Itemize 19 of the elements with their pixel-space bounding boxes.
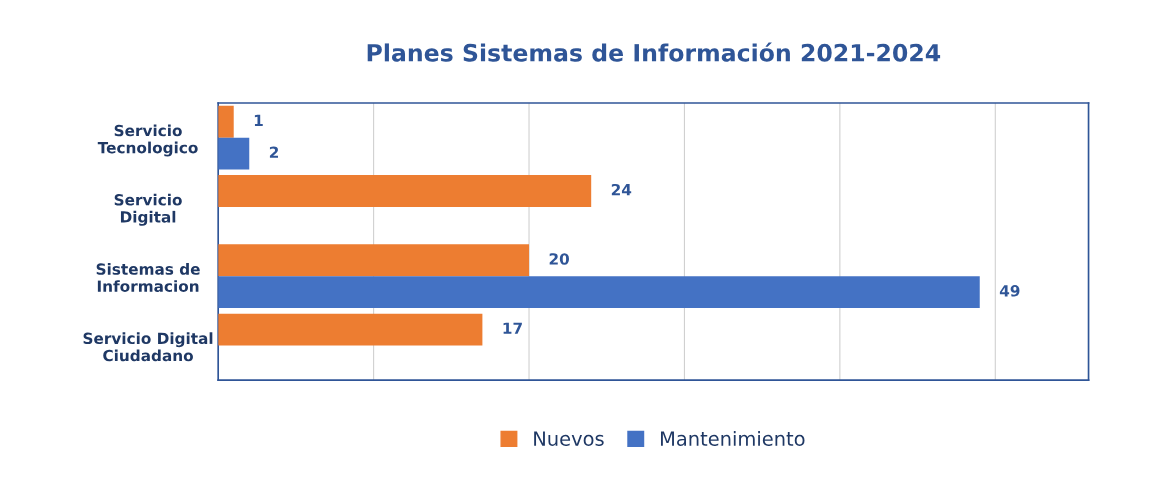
y-tick-label: Sistemas de Informacion xyxy=(96,263,200,292)
data-label: 2 xyxy=(269,146,279,158)
y-tick-label: Servicio Digital xyxy=(114,193,182,226)
data-label: 20 xyxy=(549,253,569,265)
legend-label: Mantenimiento xyxy=(660,430,805,446)
data-label: 49 xyxy=(999,285,1020,297)
y-tick-label: Servicio Digital Ciudadano xyxy=(83,332,213,362)
data-label: 24 xyxy=(611,183,632,196)
legend-label: Nuevos xyxy=(534,431,604,446)
data-label: 1 xyxy=(254,114,263,126)
data-label: 17 xyxy=(503,322,522,334)
bar xyxy=(218,313,483,346)
bar xyxy=(218,105,234,138)
bar xyxy=(218,175,592,207)
y-tick-label: Servicio Tecnologico xyxy=(97,124,198,157)
bar xyxy=(218,244,530,277)
bar xyxy=(218,137,250,170)
chart-title: Planes Sistemas de Información 2021-2024 xyxy=(367,42,941,62)
bar xyxy=(218,276,980,309)
